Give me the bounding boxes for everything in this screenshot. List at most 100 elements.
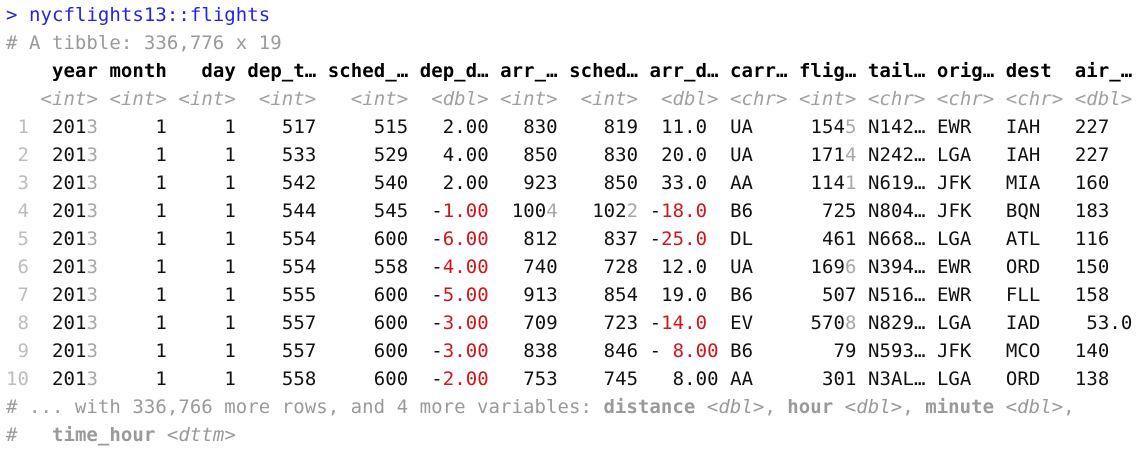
cell-dep_d: -2.00 [431,368,489,390]
insignificant-digits: 3 [86,312,98,334]
cell-month: 1 [155,116,167,138]
cell-carr: DL [730,228,788,250]
negative-digits: 5.00 [442,284,489,306]
cell-air_: 138 [1074,368,1133,390]
cell-year: 2013 [51,340,98,362]
cell-arr_d: - 8.00 [649,340,719,362]
command-line: > nycflights13::flights [6,1,1132,29]
cell-sched: 745 [603,368,639,390]
negative-digits: 1.00 [442,200,489,222]
cell-arr_: 709 [523,312,558,334]
cell-arr_d: 20.0 [661,144,719,166]
cell-sched: 1022 [592,200,639,222]
footer-line-2: # time_hour <dttm> [6,421,1132,449]
cell-day: 1 [224,312,236,334]
cell-month: 1 [155,368,167,390]
row-number: 8 [6,312,29,334]
column-type: <int> [569,88,639,110]
cell-dest: ATL [1005,228,1064,250]
column-header: year [40,60,98,82]
cell-flig: 725 [822,200,857,222]
row-number: 3 [6,172,29,194]
cell-day: 1 [224,172,236,194]
footer-var-name: time_hour [51,424,156,446]
column-header: flig… [798,60,857,82]
cell-year: 2013 [51,144,98,166]
cell-carr: UA [730,116,788,138]
cell-orig: JFK [936,200,995,222]
footer-prefix: # ... with 336,766 more rows, and 4 more… [6,396,604,418]
cell-arr_d: 19.0 [661,284,719,306]
cell-air_: 158 [1074,284,1133,306]
cell-orig: LGA [936,312,995,334]
cell-dep_t: 542 [281,172,317,194]
cell-sched: 854 [603,284,639,306]
column-header: arr_d… [649,60,719,82]
insignificant-digits: 3 [86,340,98,362]
cell-year: 2013 [51,200,98,222]
cell-dest: IAH [1005,144,1064,166]
cell-dep_t: 517 [281,116,317,138]
cell-flig: 301 [822,368,857,390]
column-type: <int> [500,88,558,110]
cell-flig: 1545 [810,116,857,138]
cell-day: 1 [224,144,236,166]
cell-sched_: 540 [373,172,409,194]
insignificant-digits: 3 [86,284,98,306]
cell-carr: AA [730,368,788,390]
cell-year: 2013 [51,284,98,306]
cell-flig: 1714 [810,144,857,166]
insignificant-digits: 3 [86,172,98,194]
cell-day: 1 [224,228,236,250]
footer-prefix-2: # [6,424,52,446]
negative-digits: 2.00 [442,368,489,390]
footer-var-name: minute [925,396,995,418]
cell-year: 2013 [51,256,98,278]
header-row: year month day dep_t… sched_… dep_d… arr… [6,57,1132,85]
cell-arr_d: -25.0 [649,228,719,250]
cell-dep_d: -1.00 [431,200,489,222]
row-number: 9 [6,340,29,362]
table-row: 2 2013 1 1 533 529 4.00 850 830 20.0 UA … [6,141,1132,169]
footer-sep: , [1063,396,1075,418]
cell-dep_t: 554 [281,228,317,250]
tibble-table: year month day dep_t… sched_… dep_d… arr… [6,57,1132,393]
cell-year: 2013 [51,228,98,250]
column-header: tail… [867,60,926,82]
cell-flig: 79 [833,340,857,362]
cell-dep_d: -5.00 [431,284,489,306]
cell-air_: 53.0 [1086,312,1133,334]
column-type: <int> [40,88,98,110]
cell-month: 1 [155,340,167,362]
insignificant-digits: 8 [845,312,857,334]
footer-var-type: <dbl> [706,396,765,418]
cell-sched_: 600 [373,368,409,390]
cell-carr: B6 [730,340,788,362]
cell-month: 1 [155,284,167,306]
column-type: <chr> [936,88,995,110]
cell-month: 1 [155,200,167,222]
column-type: <int> [327,88,409,110]
cell-dest: MCO [1005,340,1064,362]
column-header: dep_t… [247,60,317,82]
cell-sched: 723 [603,312,639,334]
table-row: 7 2013 1 1 555 600 -5.00 913 854 19.0 B6… [6,281,1132,309]
cell-year: 2013 [51,172,98,194]
cell-dep_t: 544 [281,200,317,222]
cell-year: 2013 [51,368,98,390]
cell-sched: 846 [603,340,639,362]
cell-dep_d: -3.00 [431,312,489,334]
cell-sched: 728 [603,256,639,278]
cell-flig: 5708 [810,312,857,334]
cell-sched: 819 [603,116,639,138]
cell-arr_: 753 [523,368,558,390]
cell-tail: N142… [867,116,926,138]
negative-digits: 6.00 [442,228,489,250]
cell-dep_d: 4.00 [442,144,489,166]
footer-sep: , [902,396,926,418]
cell-dep_d: 2.00 [442,172,489,194]
table-row: 4 2013 1 1 544 545 -1.00 1004 1022 -18.0… [6,197,1132,225]
cell-air_: 227 [1074,116,1133,138]
negative-digits: 3.00 [442,312,489,334]
cell-month: 1 [155,256,167,278]
